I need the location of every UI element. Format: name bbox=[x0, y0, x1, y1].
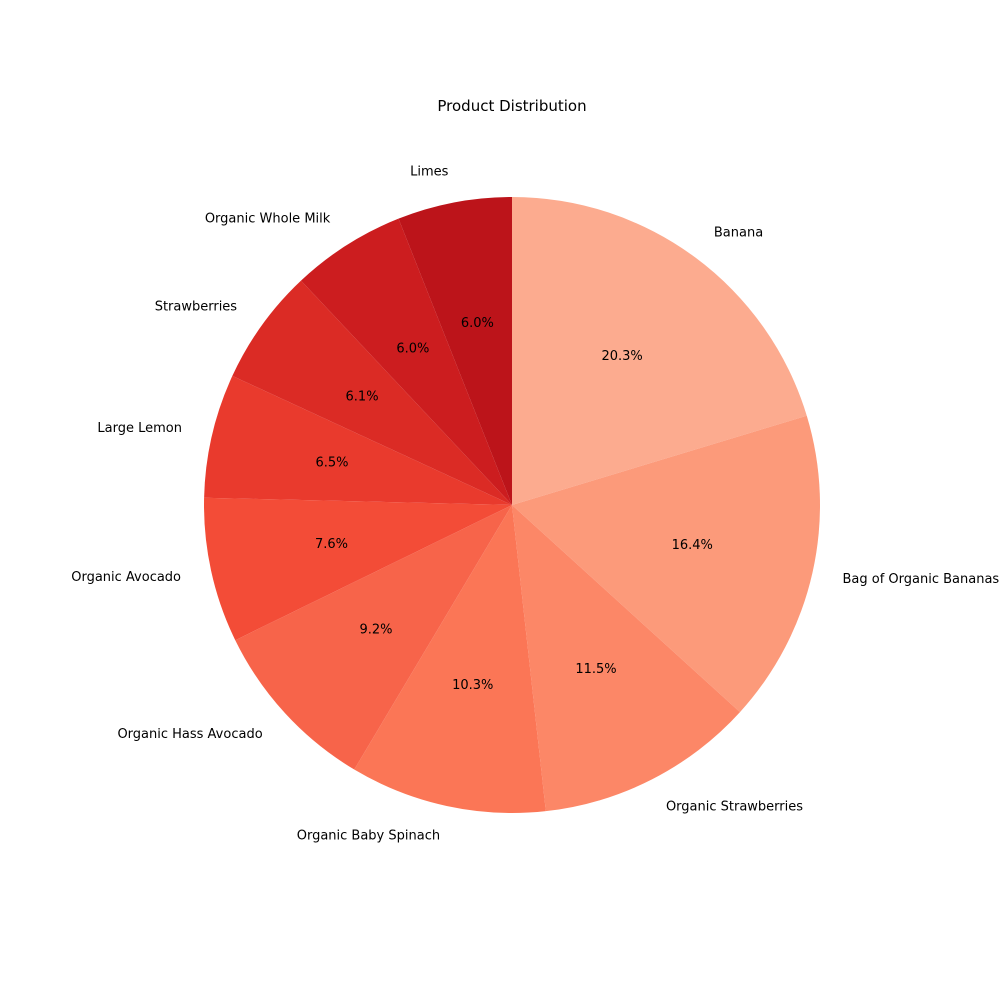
pie-category-label: Organic Baby Spinach bbox=[297, 829, 440, 844]
pie-percent-label: 10.3% bbox=[452, 678, 493, 693]
pie-percent-label: 7.6% bbox=[315, 537, 348, 552]
pie-percent-label: 6.0% bbox=[396, 342, 429, 357]
pie-percent-label: 20.3% bbox=[601, 349, 642, 364]
pie-percent-label: 16.4% bbox=[672, 538, 713, 553]
pie-slice-strawberries bbox=[232, 280, 512, 505]
pie-percent-label: 6.0% bbox=[461, 316, 494, 331]
pie-slice-organic-hass-avocado bbox=[235, 505, 512, 770]
pie-percent-label: 6.1% bbox=[346, 389, 379, 404]
pie-slice-limes bbox=[398, 197, 512, 505]
pie-percent-label: 6.5% bbox=[315, 456, 348, 471]
pie-category-label: Organic Avocado bbox=[71, 570, 181, 585]
pie-category-label: Large Lemon bbox=[97, 421, 182, 436]
pie-slice-organic-strawberries bbox=[512, 505, 740, 812]
pie-category-label: Strawberries bbox=[155, 299, 238, 314]
pie-category-labels: Banana Bag of Organic Bananas Organic Stra… bbox=[71, 165, 999, 844]
pie-percent-label: 11.5% bbox=[575, 662, 616, 677]
pie-slice-organic-baby-spinach bbox=[354, 505, 546, 814]
chart-title: Product Distribution bbox=[437, 97, 586, 115]
pie-category-label: Bag of Organic Bananas bbox=[843, 572, 1000, 587]
pie-slices bbox=[204, 197, 820, 814]
pie-category-label: Organic Hass Avocado bbox=[117, 727, 262, 742]
pie-percent-labels: 20.3% 16.4% 11.5% 10.3% 9.2% 7.6% 6.5% 6.1% 6.0%… bbox=[315, 316, 713, 693]
pie-slice-banana bbox=[512, 197, 807, 505]
pie-slice-organic-whole-milk bbox=[300, 218, 512, 506]
pie-category-label: Organic Whole Milk bbox=[205, 212, 331, 227]
pie-category-label: Banana bbox=[714, 225, 763, 240]
pie-percent-label: 9.2% bbox=[359, 623, 392, 638]
pie-category-label: Organic Strawberries bbox=[666, 799, 803, 814]
pie-slice-organic-avocado bbox=[204, 497, 512, 641]
pie-category-label: Limes bbox=[410, 165, 449, 180]
pie-slice-bag-of-organic-bananas bbox=[512, 415, 820, 713]
pie-slice-large-lemon bbox=[204, 375, 512, 505]
